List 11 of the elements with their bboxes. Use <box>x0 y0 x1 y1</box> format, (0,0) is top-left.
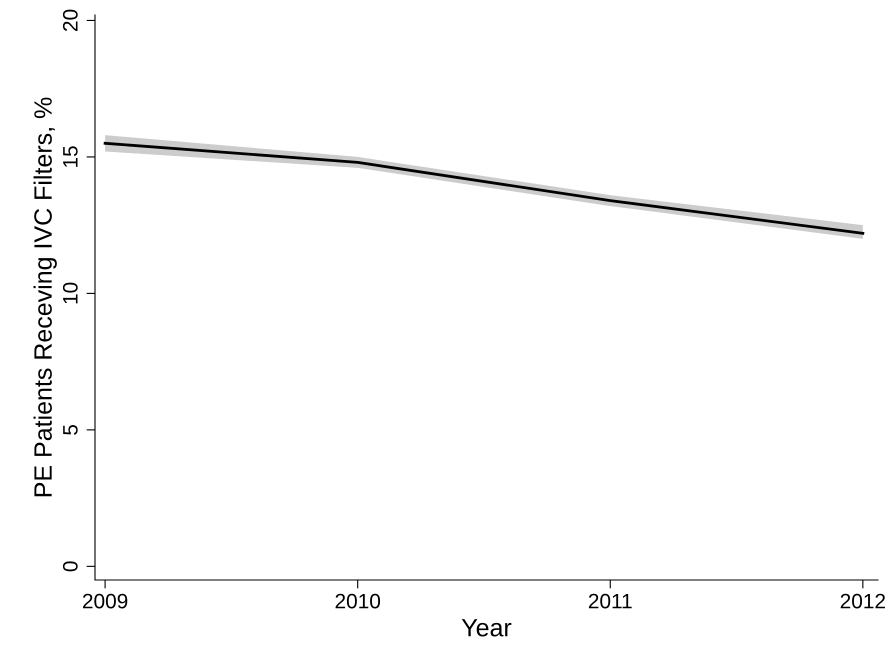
x-tick-label: 2010 <box>336 594 380 608</box>
x-tick-label: 2011 <box>588 594 632 608</box>
x-tick-label: 2012 <box>840 594 885 608</box>
y-tick-label: 10 <box>62 282 78 304</box>
y-tick-label: 0 <box>62 561 78 572</box>
y-tick-label: 15 <box>63 146 78 167</box>
y-axis-title: PE Patients Receving IVC Filters, % <box>34 98 57 496</box>
x-tick-label: 2009 <box>82 594 128 608</box>
y-tick-label: 5 <box>63 424 78 435</box>
y-tick-label: 20 <box>62 10 78 31</box>
x-axis-title: Year <box>462 619 512 637</box>
